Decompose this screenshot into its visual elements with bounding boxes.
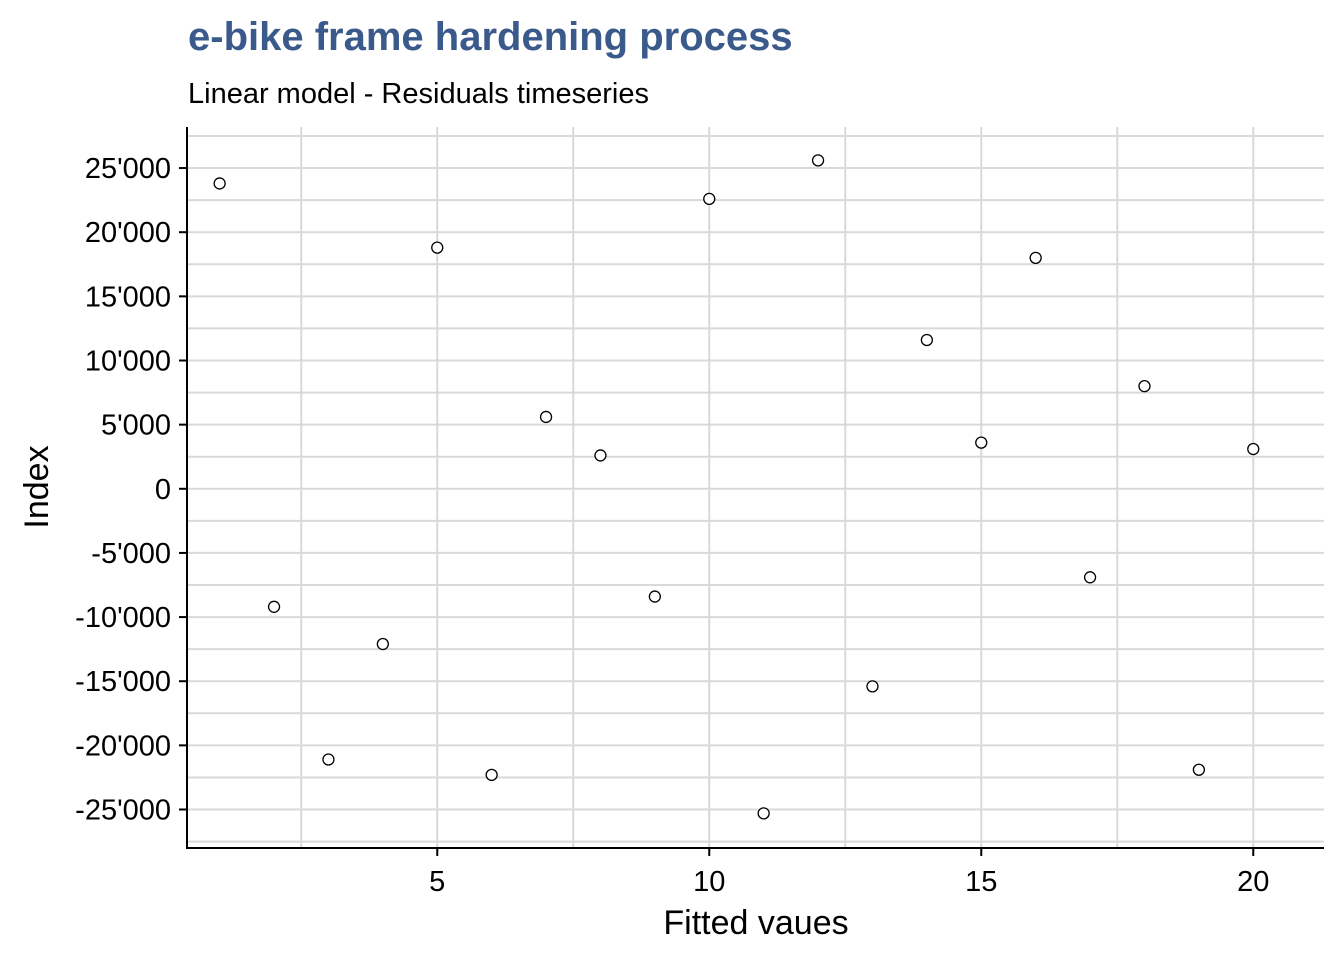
data-point [975, 436, 988, 449]
y-tick-label: 15'000 [85, 281, 171, 313]
data-point [703, 192, 716, 205]
grid-minor [187, 127, 1324, 848]
data-point [213, 177, 226, 190]
grid-major [187, 127, 1324, 848]
y-tick-label: -5'000 [91, 538, 171, 570]
data-point [1083, 571, 1097, 584]
data-point [920, 333, 934, 347]
x-axis-label: Fitted vaues [663, 904, 848, 942]
y-tick-label: 20'000 [85, 217, 171, 249]
data-point [267, 600, 281, 613]
data-point [757, 807, 770, 820]
data-point [1247, 442, 1260, 456]
y-tick-label: 10'000 [85, 345, 171, 377]
y-tick-label: 5'000 [101, 410, 171, 442]
y-tick-labels: -25'000 -20'000 -15'000 -10'000 -5'000 0 5'000… [75, 153, 171, 826]
data-point [485, 768, 498, 782]
y-tick-label: -25'000 [75, 795, 171, 827]
y-tick-label: -10'000 [75, 602, 171, 634]
data-point [376, 637, 389, 651]
data-point [539, 410, 553, 424]
x-tick-label: 10 [693, 866, 725, 898]
chart-subtitle: Linear model - Residuals timeseries [188, 78, 649, 110]
x-tick-label: 20 [1237, 866, 1269, 898]
y-axis-label: Index [18, 445, 56, 528]
data-point [648, 590, 662, 603]
data-points [213, 154, 1260, 820]
data-point [594, 449, 607, 462]
data-point [322, 753, 335, 766]
data-point [1138, 379, 1151, 393]
data-point [811, 154, 825, 167]
data-point [1192, 763, 1206, 776]
y-tick-label: -15'000 [75, 666, 171, 698]
x-tick-label: 15 [965, 866, 997, 898]
data-point [1029, 251, 1042, 265]
data-point [866, 680, 879, 693]
y-tick-label: 25'000 [85, 153, 171, 185]
x-tick-labels: 5 10 15 20 [429, 866, 1269, 898]
x-tick-label: 5 [429, 866, 445, 898]
y-tick-label: -20'000 [75, 730, 171, 762]
data-point [431, 241, 444, 254]
y-tick-label: 0 [155, 474, 171, 506]
chart-title: e-bike frame hardening process [188, 15, 793, 59]
axes [179, 127, 1324, 856]
